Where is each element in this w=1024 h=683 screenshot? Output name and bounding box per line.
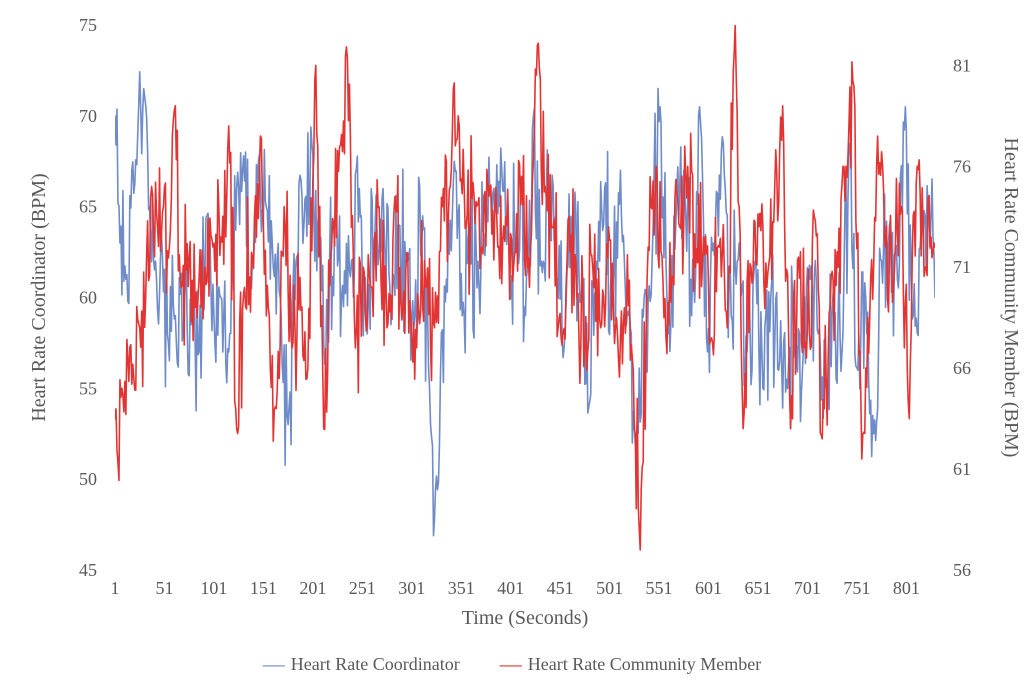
svg-text:Time (Seconds): Time (Seconds): [462, 607, 588, 629]
legend-label: Heart Rate Coordinator: [291, 654, 460, 675]
svg-text:151: 151: [250, 578, 277, 598]
svg-text:251: 251: [349, 578, 376, 598]
svg-text:81: 81: [953, 55, 971, 75]
svg-text:601: 601: [695, 578, 722, 598]
svg-text:351: 351: [448, 578, 475, 598]
svg-text:65: 65: [79, 197, 97, 217]
chart-svg: 1511011512012513013514014515015516016517…: [0, 0, 1024, 683]
legend-label: Heart Rate Community Member: [528, 654, 761, 675]
svg-text:551: 551: [646, 578, 673, 598]
svg-text:50: 50: [79, 469, 97, 489]
svg-text:Heart Rate Community Member (B: Heart Rate Community Member (BPM): [1000, 138, 1022, 458]
svg-text:71: 71: [953, 257, 971, 277]
svg-text:Heart Rate Coordinator (BPM): Heart Rate Coordinator (BPM): [28, 173, 50, 421]
svg-text:401: 401: [497, 578, 524, 598]
svg-text:61: 61: [953, 459, 971, 479]
svg-text:51: 51: [155, 578, 173, 598]
svg-text:101: 101: [200, 578, 227, 598]
svg-text:75: 75: [79, 15, 97, 35]
svg-text:66: 66: [953, 358, 971, 378]
legend-item-coordinator: — Heart Rate Coordinator: [263, 654, 460, 675]
svg-text:751: 751: [843, 578, 870, 598]
svg-text:60: 60: [79, 288, 97, 308]
svg-text:70: 70: [79, 106, 97, 126]
svg-text:801: 801: [893, 578, 920, 598]
hr-dual-axis-chart: 1511011512012513013514014515015516016517…: [0, 0, 1024, 683]
svg-text:651: 651: [744, 578, 771, 598]
svg-text:301: 301: [398, 578, 425, 598]
svg-text:1: 1: [111, 578, 120, 598]
svg-text:56: 56: [953, 560, 971, 580]
svg-text:451: 451: [547, 578, 574, 598]
legend: — Heart Rate Coordinator — Heart Rate Co…: [0, 654, 1024, 675]
svg-text:701: 701: [794, 578, 821, 598]
svg-text:201: 201: [299, 578, 326, 598]
svg-text:76: 76: [953, 156, 971, 176]
legend-item-community-member: — Heart Rate Community Member: [500, 654, 761, 675]
svg-text:55: 55: [79, 378, 97, 398]
svg-text:501: 501: [596, 578, 623, 598]
svg-text:45: 45: [79, 560, 97, 580]
